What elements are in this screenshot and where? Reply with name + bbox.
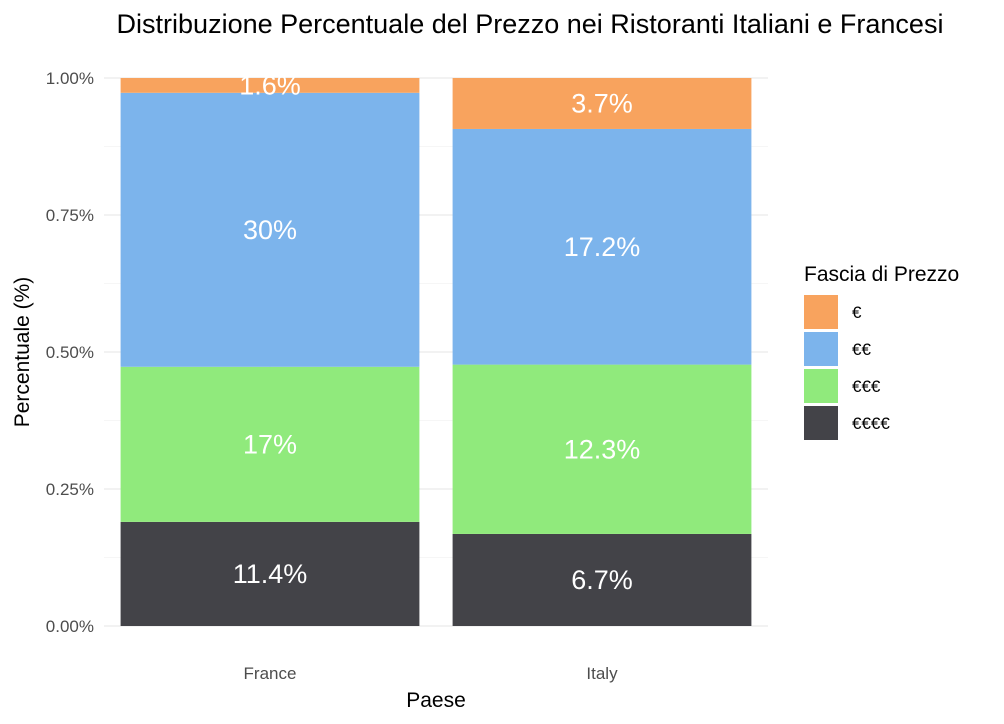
bar-value-label: 17% bbox=[243, 429, 297, 459]
bar-segment bbox=[452, 533, 752, 626]
bar-value-label: 30% bbox=[243, 215, 297, 245]
bar-segment bbox=[120, 521, 420, 626]
legend-label: € bbox=[852, 303, 862, 322]
y-axis-title: Percentuale (%) bbox=[11, 277, 34, 428]
bar-value-label: 3.7% bbox=[571, 88, 633, 118]
bar-value-label: 12.3% bbox=[564, 434, 641, 464]
bar-value-label: 11.4% bbox=[233, 559, 308, 589]
chart-title: Distribuzione Percentuale del Prezzo nei… bbox=[117, 9, 944, 39]
bar-segment bbox=[120, 366, 420, 522]
bar-labels: 11.4% 17% 30% 1.6% 6.7% 12.3% 17.2% 3.7% bbox=[233, 70, 641, 595]
x-axis-ticks: France Italy bbox=[244, 664, 619, 683]
bar-segment bbox=[120, 92, 420, 367]
bar-value-label: 17.2% bbox=[564, 232, 641, 262]
bar-segment bbox=[452, 78, 752, 129]
bar-value-label: 1.6% bbox=[239, 70, 301, 100]
bar-segment bbox=[452, 128, 752, 365]
legend-key bbox=[804, 295, 838, 329]
y-axis-ticks: 0.00% 0.25% 0.50% 0.75% 1.00% bbox=[46, 69, 94, 636]
y-tick-label: 1.00% bbox=[46, 69, 94, 88]
y-tick-label: 0.00% bbox=[46, 617, 94, 636]
y-tick-label: 0.75% bbox=[46, 206, 94, 225]
y-tick-label: 0.50% bbox=[46, 343, 94, 362]
y-tick-label: 0.25% bbox=[46, 480, 94, 499]
legend-label: €€€ bbox=[852, 377, 881, 396]
legend-title: Fascia di Prezzo bbox=[804, 263, 959, 286]
legend-key bbox=[804, 406, 838, 440]
x-tick-label: France bbox=[244, 664, 297, 683]
legend-label: €€ bbox=[852, 340, 871, 359]
x-tick-label: Italy bbox=[586, 664, 618, 683]
legend: Fascia di Prezzo €€€€€€€€€€ bbox=[804, 263, 959, 440]
legend-label: €€€€ bbox=[852, 414, 890, 433]
legend-key bbox=[804, 369, 838, 403]
bar-value-label: 6.7% bbox=[571, 565, 633, 595]
bar-segment bbox=[120, 78, 420, 93]
x-axis-title: Paese bbox=[406, 689, 466, 712]
legend-key bbox=[804, 332, 838, 366]
bars bbox=[120, 78, 752, 626]
bar-segment bbox=[452, 364, 752, 534]
